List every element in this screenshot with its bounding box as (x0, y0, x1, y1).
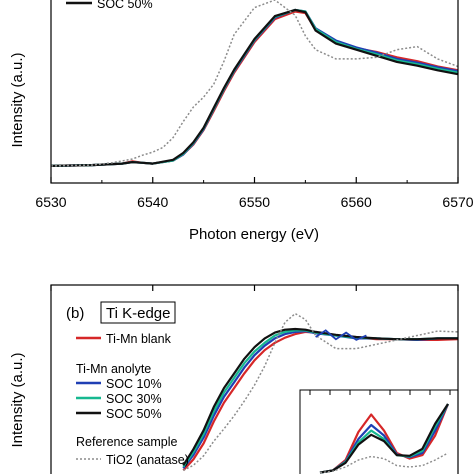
panel-a-series-soc-30 (51, 8, 458, 167)
legend-group2-title: Reference sample (76, 435, 177, 449)
panel-b-series-soc-50 (182, 327, 458, 466)
panel-b-title-text: Ti K-edge (106, 305, 170, 322)
panel-a-xtick-label-6570: 6570 (442, 194, 473, 210)
panel-a-xtick-label-6550: 6550 (239, 194, 270, 210)
panel-a-xlabel: Photon energy (eV) (189, 226, 319, 243)
panel-a-xtick-label-6530: 6530 (35, 194, 66, 210)
panel-b-letter: (b) (66, 305, 84, 322)
legend-ref-label: TiO2 (anatase) (106, 453, 189, 467)
legend-group1-title: Ti-Mn anolyte (76, 362, 151, 376)
inset-series-soc-50 (319, 403, 449, 474)
panel-b-series-group (182, 312, 458, 472)
panel-b-title-box (100, 301, 176, 324)
panel-b-ylabel: Intensity (a.u.) (9, 352, 26, 447)
panel-b-title: Ti K-edge (106, 305, 170, 322)
panel-a: Intensity (a.u.) SOC 50% 6530 6540 6550 656… (9, 0, 474, 243)
panel-a-ylabel: Intensity (a.u.) (9, 52, 26, 147)
panel-b-x-ticks (50, 285, 459, 291)
panel-a-xtick-label-6540: 6540 (137, 194, 168, 210)
panel-a-series-ti-mn-blank (51, 10, 458, 167)
panel-a-series-tio2-anatase (51, 0, 458, 167)
panel-a-xtick-label-6560: 6560 (341, 194, 372, 210)
inset-series-group (319, 403, 450, 474)
panel-b-series-soc10-noise (315, 329, 367, 341)
legend-soc10-label: SOC 10% (106, 377, 162, 391)
panel-b: Intensity (a.u.) (b) Ti K-edge Ti-Mn bla… (9, 284, 459, 474)
legend-soc50-label: SOC 50% (106, 407, 162, 421)
legend-soc30-label: SOC 30% (106, 392, 162, 406)
legend-blank-label: Ti-Mn blank (106, 332, 172, 346)
panel-a-frame (50, 0, 459, 184)
inset-series-tio2-anatase (319, 452, 449, 474)
panel-a-series-group (51, 0, 458, 167)
panel-a-legend: SOC 50% (66, 0, 153, 11)
inset-ticks (309, 390, 451, 395)
panel-b-series-tio2-anatase (182, 312, 458, 472)
legend-soc50-label-a: SOC 50% (97, 0, 153, 11)
panel-a-x-ticks: 6530 6540 6550 6560 6570 (35, 177, 474, 210)
panel-a-series-soc-50 (51, 8, 458, 167)
panel-b-legend: Ti-Mn blank Ti-Mn anolyte SOC 10% SOC 30… (76, 332, 189, 467)
panel-a-series-soc-10 (51, 8, 458, 167)
